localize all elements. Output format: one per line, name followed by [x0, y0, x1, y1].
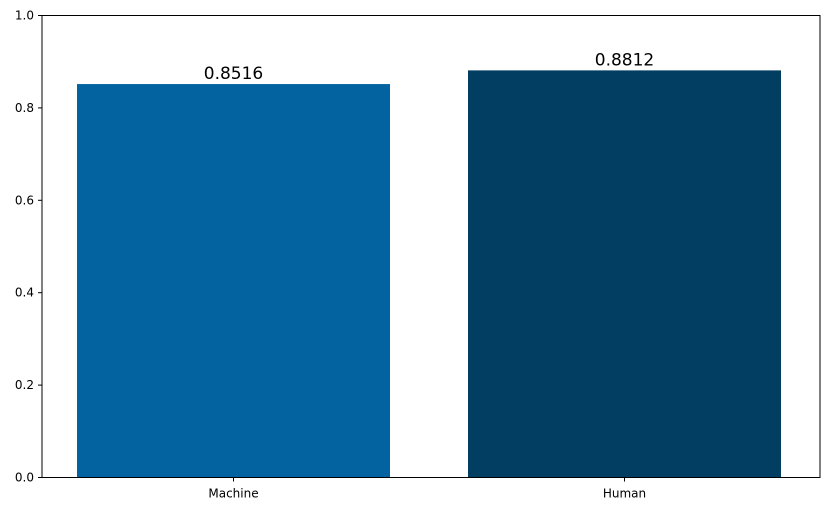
x-tick-label: Machine [208, 487, 258, 501]
plot-frame [41, 15, 821, 478]
y-tick-label: 0.2 [15, 378, 34, 392]
y-tick-label: 0.0 [15, 471, 34, 485]
y-tick-label: 0.8 [15, 101, 34, 115]
y-tick-label: 0.4 [15, 286, 34, 300]
bar-machine [77, 84, 390, 478]
data-label: 0.8516 [204, 64, 263, 84]
x-tick-label: Human [603, 487, 646, 501]
data-label: 0.8812 [595, 50, 654, 70]
data-labels: 0.8516 0.8812 [204, 50, 654, 84]
y-axis-ticks: 0.0 0.2 0.4 0.6 0.8 1.0 [15, 9, 42, 485]
y-tick-label: 0.6 [15, 193, 34, 207]
y-tick-label: 1.0 [15, 9, 34, 23]
x-axis-ticks: Machine Human [208, 477, 646, 501]
bar-human [468, 70, 781, 478]
bars-group [77, 70, 781, 478]
